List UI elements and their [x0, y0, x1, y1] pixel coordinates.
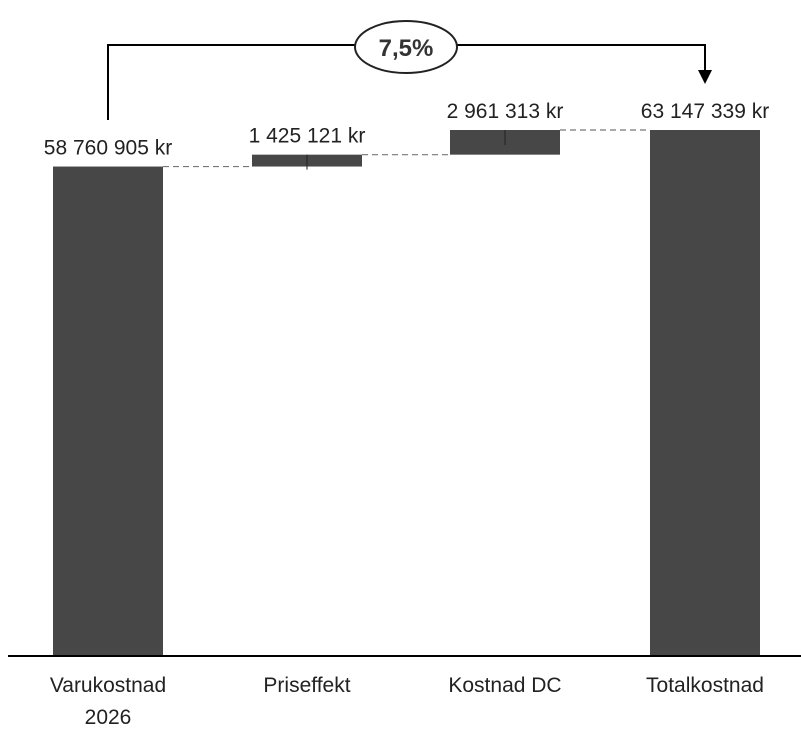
category-label-3: Kostnad DC	[448, 674, 561, 697]
category-label-2: Priseffekt	[263, 674, 350, 697]
category-label-line: Totalkostnad	[646, 674, 764, 697]
value-labels: 58 760 905 kr 1 425 121 kr 2 961 313 kr 63 …	[44, 100, 769, 160]
category-label-4: Totalkostnad	[646, 674, 764, 697]
category-label-line: 2026	[85, 706, 132, 729]
category-label-1: Varukostnad 2026	[50, 674, 166, 729]
percent-change-badge	[354, 20, 458, 74]
category-label-line: Kostnad DC	[448, 674, 561, 697]
bar-4	[650, 130, 760, 656]
value-label-1: 58 760 905 kr	[44, 137, 172, 160]
value-label-3: 2 961 313 kr	[447, 100, 564, 123]
percent-change-bracket: 7,5%	[107, 20, 712, 120]
category-labels: Varukostnad 2026 Priseffekt Kostnad DC Total…	[50, 674, 764, 729]
value-label-2: 1 425 121 kr	[249, 125, 366, 148]
percent-change-value: 7,5%	[379, 35, 434, 62]
arrow-down-icon	[698, 70, 712, 84]
bar-1	[53, 166, 163, 657]
category-label-line: Priseffekt	[263, 674, 350, 697]
connector-lines	[163, 129, 650, 168]
category-label-line: Varukostnad	[50, 674, 166, 697]
value-label-4: 63 147 339 kr	[641, 100, 769, 123]
bars	[53, 130, 760, 657]
